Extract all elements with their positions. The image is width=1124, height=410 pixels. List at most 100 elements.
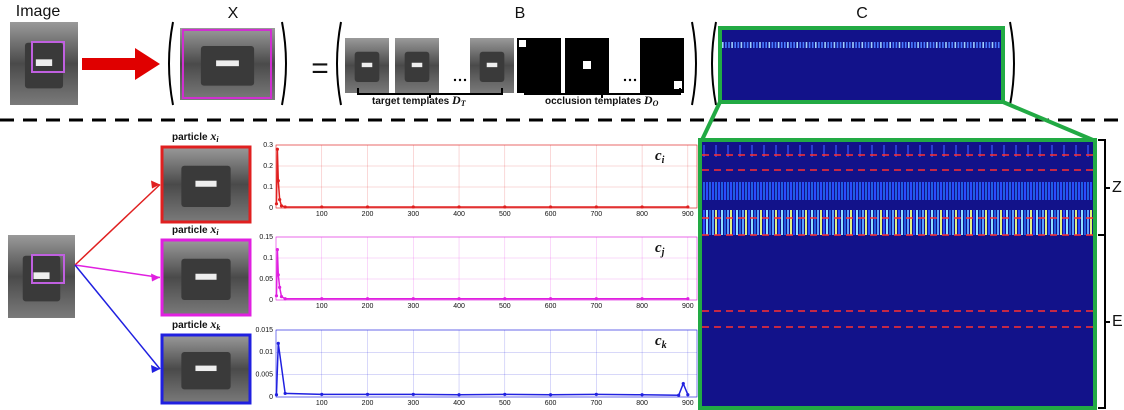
coef-label: ci (655, 148, 665, 166)
stripe (940, 210, 942, 235)
stripe (803, 42, 805, 48)
occ-w (519, 40, 526, 47)
stripe (868, 42, 870, 48)
stripe (846, 42, 848, 48)
stripe (834, 42, 836, 48)
stripe (985, 182, 987, 200)
glare (195, 366, 216, 371)
occ-w (583, 61, 591, 69)
stripe (748, 182, 750, 200)
y-tick-label: 0 (269, 394, 273, 401)
coef-point (549, 297, 552, 300)
stripe (725, 42, 727, 48)
stripe (727, 210, 729, 235)
stripe (1024, 210, 1026, 235)
stripe (1027, 210, 1029, 235)
stripe (899, 42, 901, 48)
stripe (967, 42, 969, 48)
stripe (961, 42, 963, 48)
stripe (703, 182, 705, 200)
stripe (781, 210, 783, 235)
coef-sub: k (662, 340, 667, 351)
stripe (709, 210, 711, 235)
plot-frame (276, 237, 697, 300)
stripe (1072, 182, 1074, 200)
glare (487, 63, 498, 67)
stripe (913, 210, 915, 235)
stripe (1012, 182, 1014, 200)
x-tick-label: 800 (636, 400, 648, 407)
stripe (1033, 210, 1035, 235)
stripe (982, 210, 984, 235)
stripe (924, 42, 926, 48)
stripe (1009, 210, 1011, 235)
plot-frame (276, 145, 697, 208)
coef-sub: i (662, 155, 665, 166)
stripe (943, 210, 945, 235)
stripe (744, 42, 746, 48)
stripe (742, 182, 744, 200)
stripe (896, 42, 898, 48)
stripe (1084, 182, 1086, 200)
stripe (1063, 182, 1065, 200)
stripe (976, 42, 978, 48)
glare (362, 63, 373, 67)
stripe (853, 182, 855, 200)
coef-point (640, 297, 643, 300)
stripe (763, 210, 765, 235)
coef-point (320, 205, 323, 208)
c-label: C (856, 5, 868, 22)
x-tick-label: 200 (362, 400, 374, 407)
coef-point (595, 297, 598, 300)
stripe (829, 182, 831, 200)
stripe (730, 210, 732, 235)
stripe (748, 210, 750, 235)
stripe (916, 210, 918, 235)
stripe (760, 182, 762, 200)
coef-point (457, 297, 460, 300)
stripe (793, 42, 795, 48)
x-tick-label: 900 (682, 400, 694, 407)
stripe (874, 42, 876, 48)
stripe (859, 210, 861, 235)
stripe (844, 210, 846, 235)
glare (195, 181, 216, 187)
stripe (1048, 210, 1050, 235)
coef-label: cj (655, 240, 665, 258)
particle-sub: k (216, 323, 220, 332)
stripe (787, 182, 789, 200)
stripe (815, 42, 817, 48)
stripe (865, 210, 867, 235)
stripe (940, 182, 942, 200)
stripe (799, 182, 801, 200)
stripe (1030, 210, 1032, 235)
glare (412, 63, 423, 67)
stripe (868, 210, 870, 235)
stripe (889, 210, 891, 235)
stripe (988, 210, 990, 235)
coef-point (278, 286, 281, 289)
stripe (949, 210, 951, 235)
stripe (964, 182, 966, 200)
x-tick-label: 200 (362, 211, 374, 218)
stripe (736, 210, 738, 235)
coef-point (277, 273, 280, 276)
y-tick-label: 0 (269, 297, 273, 304)
coef-point (640, 393, 643, 396)
bracket (1010, 22, 1014, 105)
stripe (820, 182, 822, 200)
stripe (970, 42, 972, 48)
stripe (862, 42, 864, 48)
stripe (893, 42, 895, 48)
stripe (835, 210, 837, 235)
stripe (898, 182, 900, 200)
stripe (979, 42, 981, 48)
stripe (832, 210, 834, 235)
stripe (706, 210, 708, 235)
dot (454, 79, 456, 81)
x-tick-label: 500 (499, 211, 511, 218)
stripe (927, 42, 929, 48)
arrow (75, 265, 160, 369)
dot (629, 79, 631, 81)
stripe (982, 42, 984, 48)
